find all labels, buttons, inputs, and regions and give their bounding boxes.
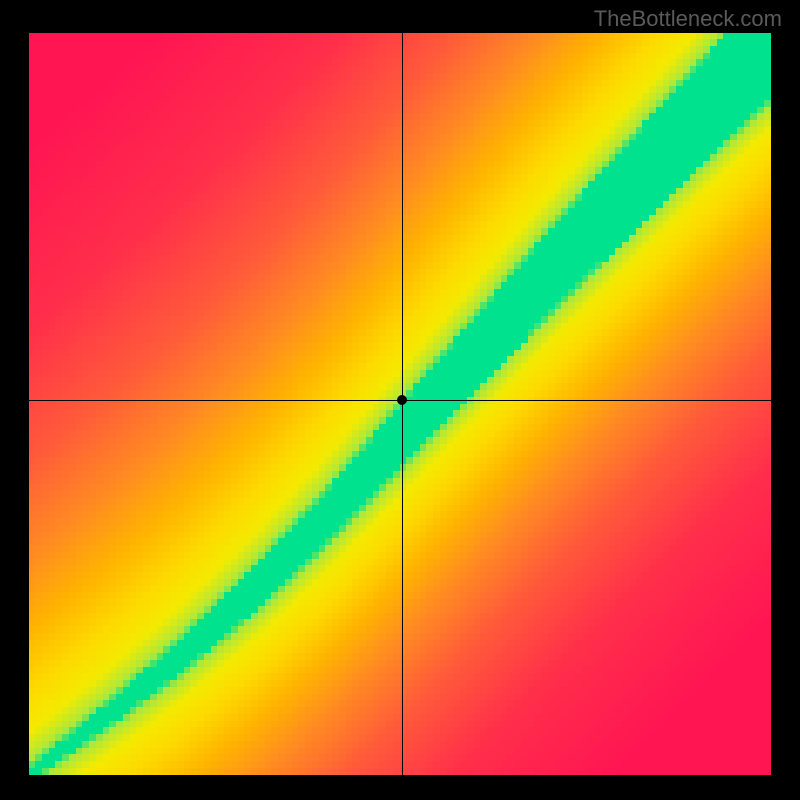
center-marker-dot — [397, 395, 407, 405]
watermark-text: TheBottleneck.com — [594, 6, 782, 32]
bottleneck-heatmap-chart — [29, 33, 771, 775]
